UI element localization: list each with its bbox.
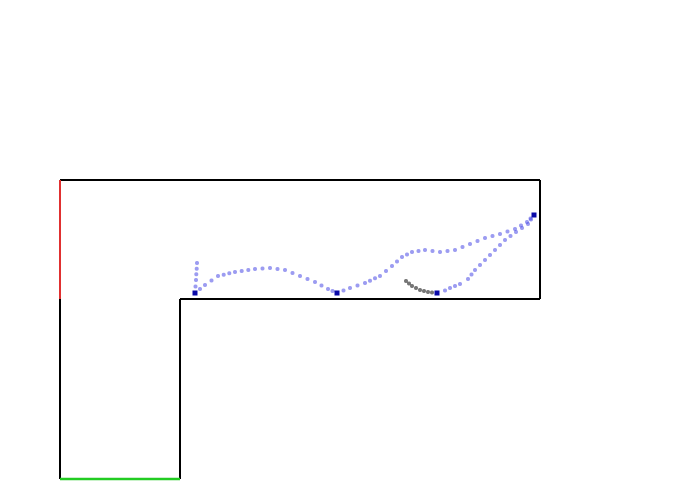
trajectory-dot xyxy=(445,249,450,253)
trajectory-dot xyxy=(290,271,295,275)
trajectory-dot xyxy=(443,288,447,293)
waypoints xyxy=(192,212,537,296)
waypoint-marker xyxy=(434,290,440,296)
trajectory-dot xyxy=(194,272,199,277)
trajectory-dot xyxy=(469,272,474,277)
trajectory-dot xyxy=(526,222,530,226)
trajectory-dot xyxy=(505,229,510,234)
ghost-dot xyxy=(418,288,422,292)
trajectory-dot xyxy=(478,263,482,267)
trajectory-dot xyxy=(483,236,487,240)
trajectory-dot xyxy=(239,269,244,273)
trajectory-dot xyxy=(400,255,404,259)
ghost-dot xyxy=(414,286,418,290)
trajectory-dot xyxy=(195,261,199,265)
ghost-dot xyxy=(426,290,430,294)
waypoint-marker xyxy=(334,290,340,296)
trajectory-dot xyxy=(498,243,502,247)
trajectory-dot xyxy=(493,248,497,252)
trajectory-dot xyxy=(253,267,257,271)
trajectory-dot xyxy=(503,238,507,242)
trajectory-dot xyxy=(275,267,280,271)
trajectory-dot xyxy=(438,250,442,254)
waypoint-marker xyxy=(192,290,198,296)
trajectory-dot xyxy=(313,280,317,284)
trajectory-dot xyxy=(194,266,199,271)
trajectory-dot xyxy=(430,249,435,253)
ghost-trail xyxy=(404,279,434,295)
trajectory-dot xyxy=(298,274,302,278)
trajectory-dot xyxy=(520,226,524,230)
trajectory-dot xyxy=(514,230,518,234)
trajectory-dot xyxy=(458,282,462,286)
trajectory-dot xyxy=(378,274,382,278)
trajectory-dot xyxy=(194,278,198,282)
trajectory-dot xyxy=(363,281,367,285)
trajectory-dot xyxy=(348,286,352,290)
trajectory-dot xyxy=(453,284,457,288)
trajectory-dot xyxy=(405,252,409,257)
ghost-dot xyxy=(410,284,414,288)
trajectory-dot xyxy=(305,277,310,281)
trajectory-dot xyxy=(330,289,335,293)
trajectory-dot xyxy=(368,278,372,283)
trajectory-dot xyxy=(410,250,414,254)
trajectory-dot xyxy=(203,283,207,287)
trajectory-dot xyxy=(268,266,272,270)
trajectory-dot xyxy=(460,245,465,249)
trajectory-dot xyxy=(221,272,226,277)
trajectory-dot xyxy=(483,258,487,262)
ghost-dot xyxy=(407,281,411,286)
trajectory-dot xyxy=(216,274,220,278)
trajectory-dot xyxy=(466,277,470,281)
ghost-dot xyxy=(422,289,426,293)
trajectory-dot xyxy=(468,242,472,246)
trajectory-dot xyxy=(355,283,360,288)
trajectory-dot xyxy=(373,276,377,281)
trajectory-dot xyxy=(488,253,492,257)
trajectory-dot xyxy=(529,217,533,222)
trajectory-dot xyxy=(233,270,237,274)
trajectory-dot xyxy=(209,278,214,283)
trajectory-dot xyxy=(490,234,495,238)
ghost-dot xyxy=(430,290,434,295)
trajectory-dot xyxy=(475,239,480,243)
trajectory-dot xyxy=(227,271,232,276)
trajectory-dot xyxy=(423,248,427,252)
trajectory-dot xyxy=(246,268,251,272)
trajectory-dot xyxy=(416,249,421,253)
trajectory-dot xyxy=(453,248,457,252)
trajectory-dot xyxy=(508,234,513,238)
trajectory-dot xyxy=(395,259,399,264)
trajectory-dot xyxy=(473,268,477,272)
trajectory-dot xyxy=(390,264,394,268)
trajectory-dot xyxy=(448,286,452,290)
trajectory xyxy=(193,213,536,295)
trajectory-dot xyxy=(384,269,388,273)
trajectory-dot xyxy=(326,287,330,291)
trajectory-dot xyxy=(193,284,198,289)
trajectory-dot xyxy=(260,266,265,271)
trajectory-dot xyxy=(198,287,202,291)
ghost-dot xyxy=(404,279,408,283)
trajectory-dot xyxy=(341,288,346,293)
maze-walls xyxy=(59,179,541,479)
trajectory-dot xyxy=(498,232,502,236)
trajectory-dot xyxy=(283,268,287,272)
trajectory-dot xyxy=(319,283,324,288)
waypoint-marker xyxy=(531,212,537,218)
